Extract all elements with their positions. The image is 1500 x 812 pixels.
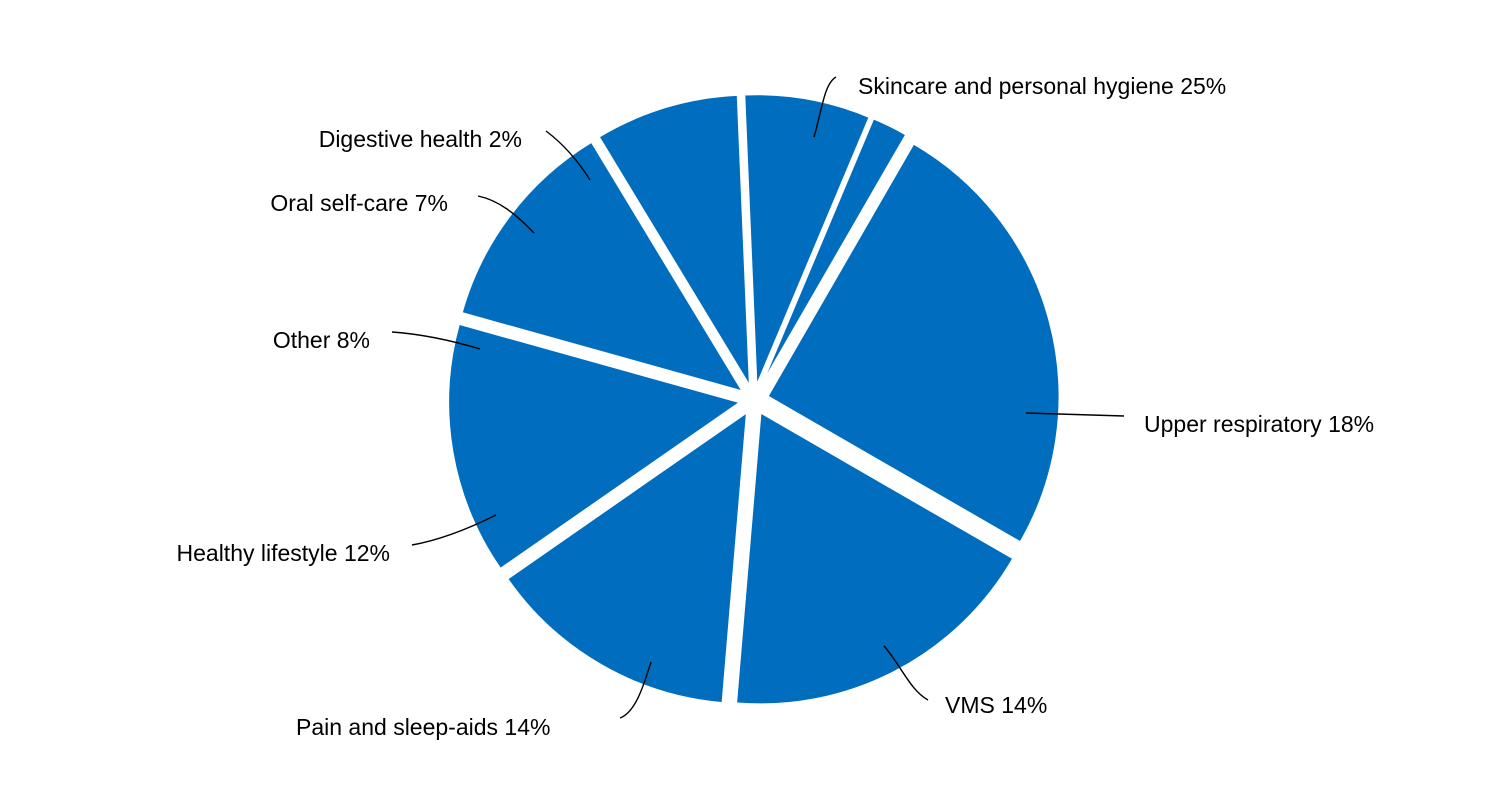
slice-other [597,93,751,388]
labels-layer: Skincare and personal hygiene 25% Upper … [177,73,1375,740]
label-other: Other 8% [273,327,370,353]
leader-line-vms [883,645,929,701]
slice-skincare [766,142,1061,544]
slice-vms [505,410,749,705]
label-oral-self-care: Oral self-care 7% [270,190,448,216]
slice-healthy-lifestyle [460,140,746,394]
label-skincare: Skincare and personal hygiene 25% [858,73,1226,99]
label-upper-respiratory: Upper respiratory 18% [1144,411,1374,437]
label-digestive-health: Digestive health 2% [319,126,522,152]
leader-line-other [391,331,481,350]
slice-upper-respiratory [734,410,1015,706]
label-vms: VMS 14% [945,692,1047,718]
slice-pain-sleep [447,322,743,571]
label-pain-sleep: Pain and sleep-aids 14% [296,714,550,740]
slice-digestive-health [759,116,908,388]
leader-line-healthy-lifestyle [411,514,497,546]
leader-line-upper-respiratory [1025,412,1125,417]
slice-oral-self-care [743,93,871,387]
label-healthy-lifestyle: Healthy lifestyle 12% [177,540,391,566]
slices-layer [447,93,1061,706]
leader-line-skincare [813,76,837,138]
leader-line-digestive-health [545,130,591,181]
leader-line-pain-sleep [619,661,652,719]
leader-line-oral-self-care [477,195,535,234]
leader-lines-layer [391,76,1125,719]
